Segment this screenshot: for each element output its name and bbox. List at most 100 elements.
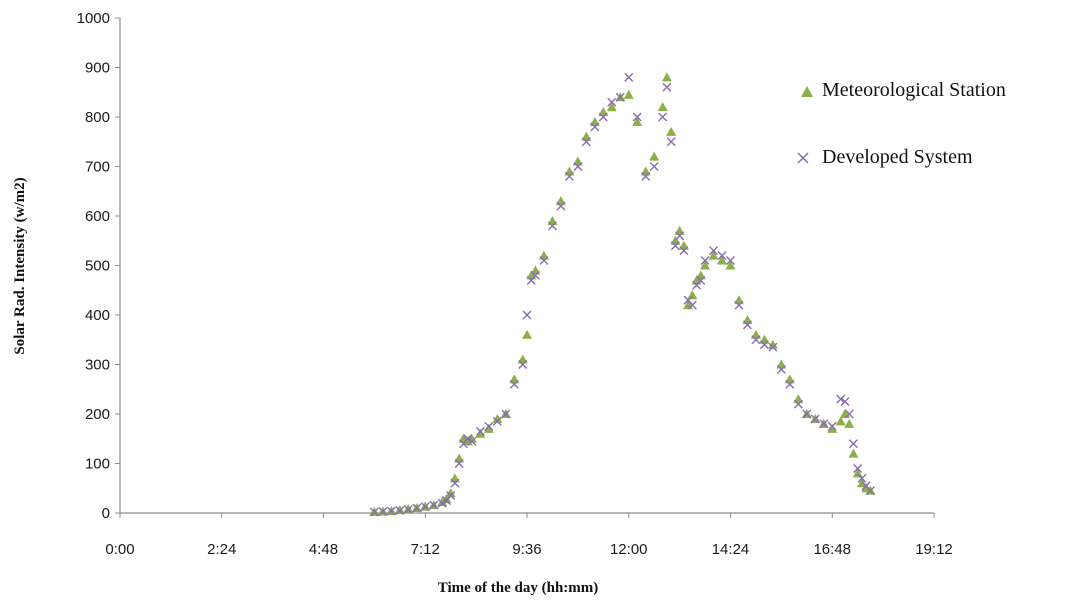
data-point-meteorological-station — [793, 394, 804, 404]
data-point-developed-system — [827, 421, 837, 431]
data-point-developed-system — [726, 256, 735, 266]
data-point-meteorological-station — [717, 255, 728, 265]
data-point-developed-system — [429, 500, 439, 510]
data-point-meteorological-station — [695, 270, 706, 280]
x-tick-label: 7:12 — [411, 541, 440, 558]
data-point-developed-system — [632, 112, 642, 122]
data-point-developed-system — [403, 505, 413, 515]
data-point-developed-system — [793, 399, 803, 409]
x-tick-label: 12:00 — [610, 541, 648, 558]
data-point-developed-system — [836, 394, 846, 404]
x-tick-label: 2:24 — [207, 541, 236, 558]
data-point-developed-system — [420, 502, 430, 512]
data-point-meteorological-station — [666, 126, 677, 136]
y-tick-label: 400 — [85, 307, 110, 324]
data-point-developed-system — [395, 506, 405, 516]
data-point-meteorological-station — [509, 374, 520, 384]
data-point-meteorological-station — [776, 359, 787, 369]
y-tick-label: 600 — [85, 208, 110, 225]
data-point-developed-system — [810, 414, 820, 424]
data-point-meteorological-station — [827, 423, 838, 433]
y-axis-title: Solar Rad. Intensity (w/m2) — [12, 177, 28, 354]
data-point-meteorological-station — [437, 497, 448, 507]
data-point-developed-system — [857, 473, 867, 483]
data-point-developed-system — [865, 486, 875, 496]
data-point-developed-system — [467, 436, 477, 446]
data-point-developed-system — [649, 162, 659, 171]
legend-label-meteorological-station: Meteorological Station — [822, 79, 1006, 101]
data-point-meteorological-station — [844, 418, 855, 428]
data-point-meteorological-station — [852, 468, 863, 478]
data-point-developed-system — [675, 231, 685, 241]
data-point-meteorological-station — [403, 504, 414, 514]
data-point-meteorological-station — [708, 250, 719, 260]
data-point-meteorological-station — [492, 413, 503, 423]
y-tick-label: 0 — [102, 505, 110, 522]
data-point-developed-system — [819, 419, 829, 429]
data-point-developed-system — [564, 171, 574, 181]
data-point-developed-system — [598, 112, 608, 122]
data-point-developed-system — [492, 416, 502, 426]
data-point-developed-system — [530, 270, 540, 280]
data-point-meteorological-station — [530, 265, 541, 275]
data-point-developed-system — [463, 434, 473, 444]
data-point-developed-system — [369, 507, 379, 517]
data-point-meteorological-station — [606, 102, 617, 112]
data-point-meteorological-station — [547, 215, 558, 225]
data-point-meteorological-station — [657, 102, 668, 112]
data-point-meteorological-station — [848, 448, 859, 458]
data-point-meteorological-station — [445, 488, 456, 498]
legend-triangle-icon — [801, 86, 813, 97]
data-point-developed-system — [556, 201, 566, 211]
data-point-meteorological-station — [649, 151, 660, 161]
data-point-developed-system — [785, 379, 795, 389]
data-point-meteorological-station — [517, 354, 528, 364]
data-point-meteorological-station — [538, 250, 549, 260]
legend-label-developed-system: Developed System — [822, 146, 973, 168]
data-point-developed-system — [446, 491, 456, 501]
data-point-meteorological-station — [454, 453, 465, 463]
y-tick-label: 500 — [85, 258, 110, 275]
x-tick-label: 19:12 — [915, 541, 953, 558]
data-point-meteorological-station — [678, 240, 689, 250]
x-tick-label: 16:48 — [813, 541, 851, 558]
data-point-developed-system — [687, 300, 697, 310]
data-point-meteorological-station — [475, 428, 486, 438]
data-point-developed-system — [475, 426, 485, 436]
data-point-developed-system — [484, 421, 494, 431]
data-point-developed-system — [840, 397, 850, 407]
data-point-developed-system — [700, 256, 710, 266]
data-point-meteorological-station — [581, 131, 592, 141]
data-point-meteorological-station — [572, 156, 583, 166]
y-tick-label: 300 — [85, 357, 110, 374]
data-point-developed-system — [666, 137, 676, 147]
data-point-developed-system — [670, 241, 680, 251]
y-tick-label: 700 — [85, 159, 110, 176]
data-point-developed-system — [412, 503, 422, 513]
data-point-meteorological-station — [767, 339, 778, 349]
data-point-developed-system — [590, 122, 600, 132]
data-point-developed-system — [378, 507, 388, 517]
x-tick-label: 9:36 — [512, 541, 541, 558]
data-point-developed-system — [759, 340, 769, 350]
x-tick-label: 0:00 — [105, 541, 134, 558]
data-point-developed-system — [522, 310, 532, 320]
data-point-developed-system — [454, 459, 464, 468]
data-point-meteorological-station — [661, 72, 672, 82]
data-point-meteorological-station — [598, 107, 609, 117]
data-point-developed-system — [386, 506, 396, 516]
data-point-developed-system — [573, 162, 583, 171]
data-point-meteorological-station — [674, 225, 685, 235]
data-point-meteorological-station — [759, 334, 770, 344]
data-point-meteorological-station — [522, 329, 532, 339]
data-point-meteorological-station — [564, 166, 575, 176]
data-point-developed-system — [709, 246, 719, 256]
data-point-developed-system — [607, 97, 617, 107]
data-point-developed-system — [539, 256, 549, 266]
data-point-meteorological-station — [687, 290, 698, 300]
data-point-developed-system — [679, 246, 689, 256]
data-point-meteorological-station — [750, 329, 761, 339]
data-point-developed-system — [437, 498, 447, 508]
data-point-meteorological-station — [856, 478, 867, 488]
